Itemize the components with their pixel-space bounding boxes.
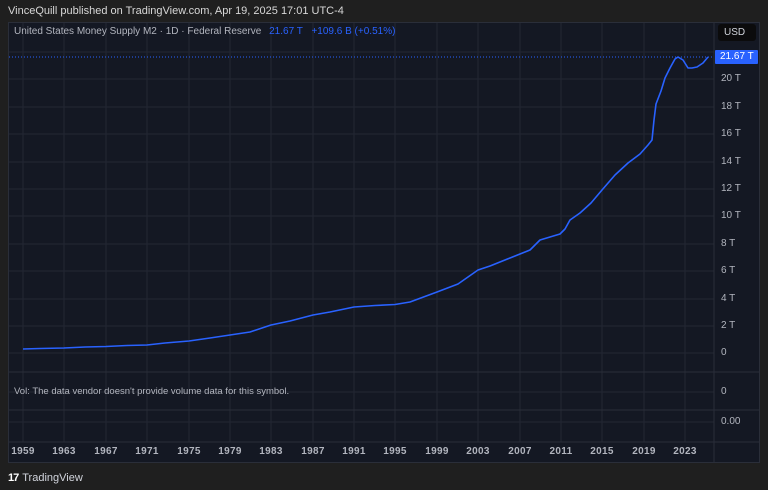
x-tick: 1967	[94, 446, 118, 457]
y-tick: 20 T	[721, 73, 741, 84]
x-tick: 1979	[218, 446, 242, 457]
publisher-line: VinceQuill published on TradingView.com,…	[8, 5, 344, 17]
brand-name: TradingView	[22, 472, 83, 484]
grid-vertical	[22, 23, 686, 442]
y-tick: 18 T	[721, 101, 741, 112]
legend-value: 21.67 T	[269, 26, 303, 37]
x-tick: 2011	[549, 446, 573, 457]
legend: United States Money Supply M2 · 1D · Fed…	[14, 26, 395, 37]
volume-y-tick: 0.00	[721, 416, 741, 427]
y-tick: 8 T	[721, 238, 736, 249]
x-tick: 2007	[508, 446, 532, 457]
x-tick: 1963	[52, 446, 76, 457]
volume-y-tick: 0	[721, 386, 727, 397]
x-tick: 1959	[11, 446, 35, 457]
x-tick: 2015	[590, 446, 614, 457]
y-tick: 12 T	[721, 183, 741, 194]
y-tick: 14 T	[721, 156, 741, 167]
y-tick: 2 T	[721, 320, 736, 331]
x-tick: 2023	[673, 446, 697, 457]
y-tick: 16 T	[721, 128, 741, 139]
x-tick: 2003	[466, 446, 490, 457]
x-tick: 1991	[342, 446, 366, 457]
last-price-tag: 21.67 T	[715, 50, 758, 64]
x-tick: 1995	[383, 446, 407, 457]
volume-pane-note: Vol: The data vendor doesn't provide vol…	[14, 386, 290, 397]
tradingview-brand[interactable]: 17 TradingView	[8, 472, 83, 484]
y-tick: 6 T	[721, 265, 736, 276]
x-tick: 2019	[632, 446, 656, 457]
legend-change: +109.6 B (+0.51%)	[311, 26, 396, 37]
m2-series-line	[22, 56, 709, 350]
currency-button[interactable]: USD	[718, 24, 756, 41]
x-tick: 1975	[177, 446, 201, 457]
legend-title: United States Money Supply M2 · 1D · Fed…	[14, 26, 262, 37]
x-tick: 1971	[135, 446, 159, 457]
tradingview-logo-icon: 17	[8, 472, 19, 484]
grid-horizontal	[9, 51, 714, 423]
chart-frame[interactable]	[8, 22, 760, 463]
y-tick: 10 T	[721, 210, 741, 221]
y-tick: 4 T	[721, 293, 736, 304]
x-tick: 1987	[301, 446, 325, 457]
y-tick: 0	[721, 347, 727, 358]
x-tick: 1999	[425, 446, 449, 457]
x-tick: 1983	[259, 446, 283, 457]
